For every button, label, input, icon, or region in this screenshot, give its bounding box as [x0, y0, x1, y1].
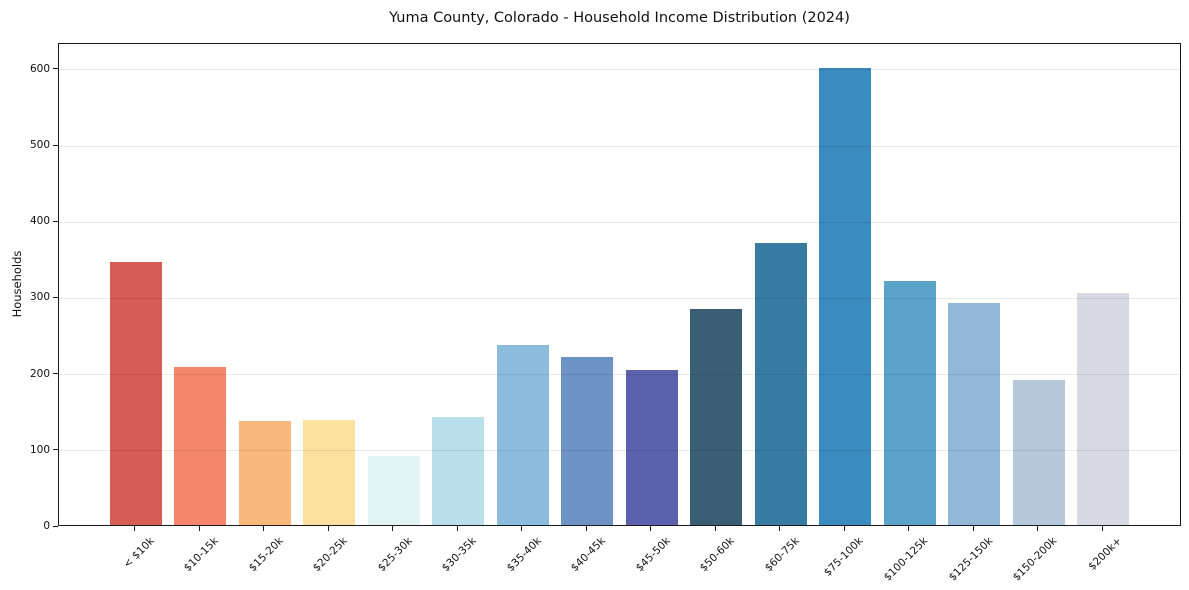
- x-tick-mark-7: [585, 526, 587, 531]
- y-tick-label-500: 500: [29, 139, 50, 152]
- x-tick-label-9: $50-60k: [697, 535, 737, 575]
- x-tick-label-10: $60-75k: [762, 535, 802, 575]
- y-tick-label-0: 0: [43, 520, 50, 532]
- x-tick-label-4: $25-30k: [375, 535, 415, 575]
- gridline-y-500: [59, 145, 1180, 147]
- y-tick-mark-300: [53, 296, 58, 298]
- x-tick-mark-14: [1037, 526, 1039, 531]
- y-tick-label-100: 100: [29, 443, 50, 456]
- y-tick-mark-0: [53, 525, 58, 527]
- bar-25-30k: [367, 456, 420, 525]
- x-tick-label-6: $35-40k: [504, 535, 544, 575]
- x-tick-label-14: $150-200k: [1010, 535, 1060, 584]
- bar-20-25k: [303, 419, 356, 525]
- x-tick-mark-15: [1101, 526, 1103, 531]
- x-tick-label-15: $200k+: [1085, 535, 1124, 573]
- x-tick-label-12: $100-125k: [881, 535, 931, 584]
- x-tick-label-1: $10-15k: [181, 535, 221, 575]
- x-tick-mark-1: [198, 526, 200, 531]
- x-tick-mark-10: [779, 526, 781, 531]
- x-tick-mark-0: [134, 526, 136, 531]
- y-tick-mark-600: [53, 68, 58, 70]
- chart-title: Yuma County, Colorado - Household Income…: [389, 10, 850, 26]
- bar-150-200k: [1012, 380, 1065, 525]
- bar-15-20k: [238, 421, 291, 525]
- y-tick-label-200: 200: [29, 367, 50, 380]
- x-tick-label-7: $40-45k: [568, 535, 608, 575]
- x-tick-label-13: $125-150k: [946, 535, 995, 584]
- y-tick-mark-400: [53, 220, 58, 222]
- x-tick-mark-9: [714, 526, 716, 531]
- x-tick-mark-8: [650, 526, 652, 531]
- bar-200k: [1077, 293, 1130, 525]
- y-tick-mark-200: [53, 373, 58, 375]
- y-tick-label-600: 600: [29, 62, 50, 75]
- gridline-y-300: [59, 297, 1180, 299]
- x-tick-label-2: $15-20k: [246, 535, 286, 575]
- bar-45-50k: [625, 369, 678, 525]
- bar-30-35k: [432, 416, 485, 525]
- x-tick-mark-5: [456, 526, 458, 531]
- bar-10k: [109, 262, 162, 525]
- x-tick-mark-2: [263, 526, 265, 531]
- bar-40-45k: [561, 357, 614, 525]
- y-tick-label-400: 400: [29, 215, 50, 228]
- x-tick-mark-4: [392, 526, 394, 531]
- x-tick-label-8: $45-50k: [633, 535, 673, 575]
- bar-75-100k: [819, 67, 872, 525]
- bar-10-15k: [174, 367, 227, 525]
- y-tick-mark-100: [53, 449, 58, 451]
- x-tick-label-0: < $10k: [120, 535, 157, 571]
- x-tick-label-5: $30-35k: [439, 535, 479, 575]
- y-tick-label-300: 300: [29, 291, 50, 304]
- x-tick-mark-12: [908, 526, 910, 531]
- x-tick-mark-3: [327, 526, 329, 531]
- bar-35-40k: [496, 345, 549, 525]
- gridline-y-200: [59, 374, 1180, 376]
- gridline-y-400: [59, 221, 1180, 223]
- plot-area: [58, 43, 1181, 526]
- bar-50-60k: [690, 309, 743, 525]
- bar-125-150k: [948, 302, 1001, 525]
- bar-100-125k: [883, 281, 936, 525]
- x-tick-label-3: $20-25k: [310, 535, 350, 575]
- bar-60-75k: [754, 243, 807, 525]
- x-tick-mark-13: [972, 526, 974, 531]
- y-tick-mark-500: [53, 144, 58, 146]
- gridline-y-600: [59, 69, 1180, 71]
- x-tick-mark-6: [521, 526, 523, 531]
- x-tick-mark-11: [843, 526, 845, 531]
- x-tick-label-11: $75-100k: [821, 535, 866, 579]
- y-axis-label-text: Households: [10, 250, 24, 318]
